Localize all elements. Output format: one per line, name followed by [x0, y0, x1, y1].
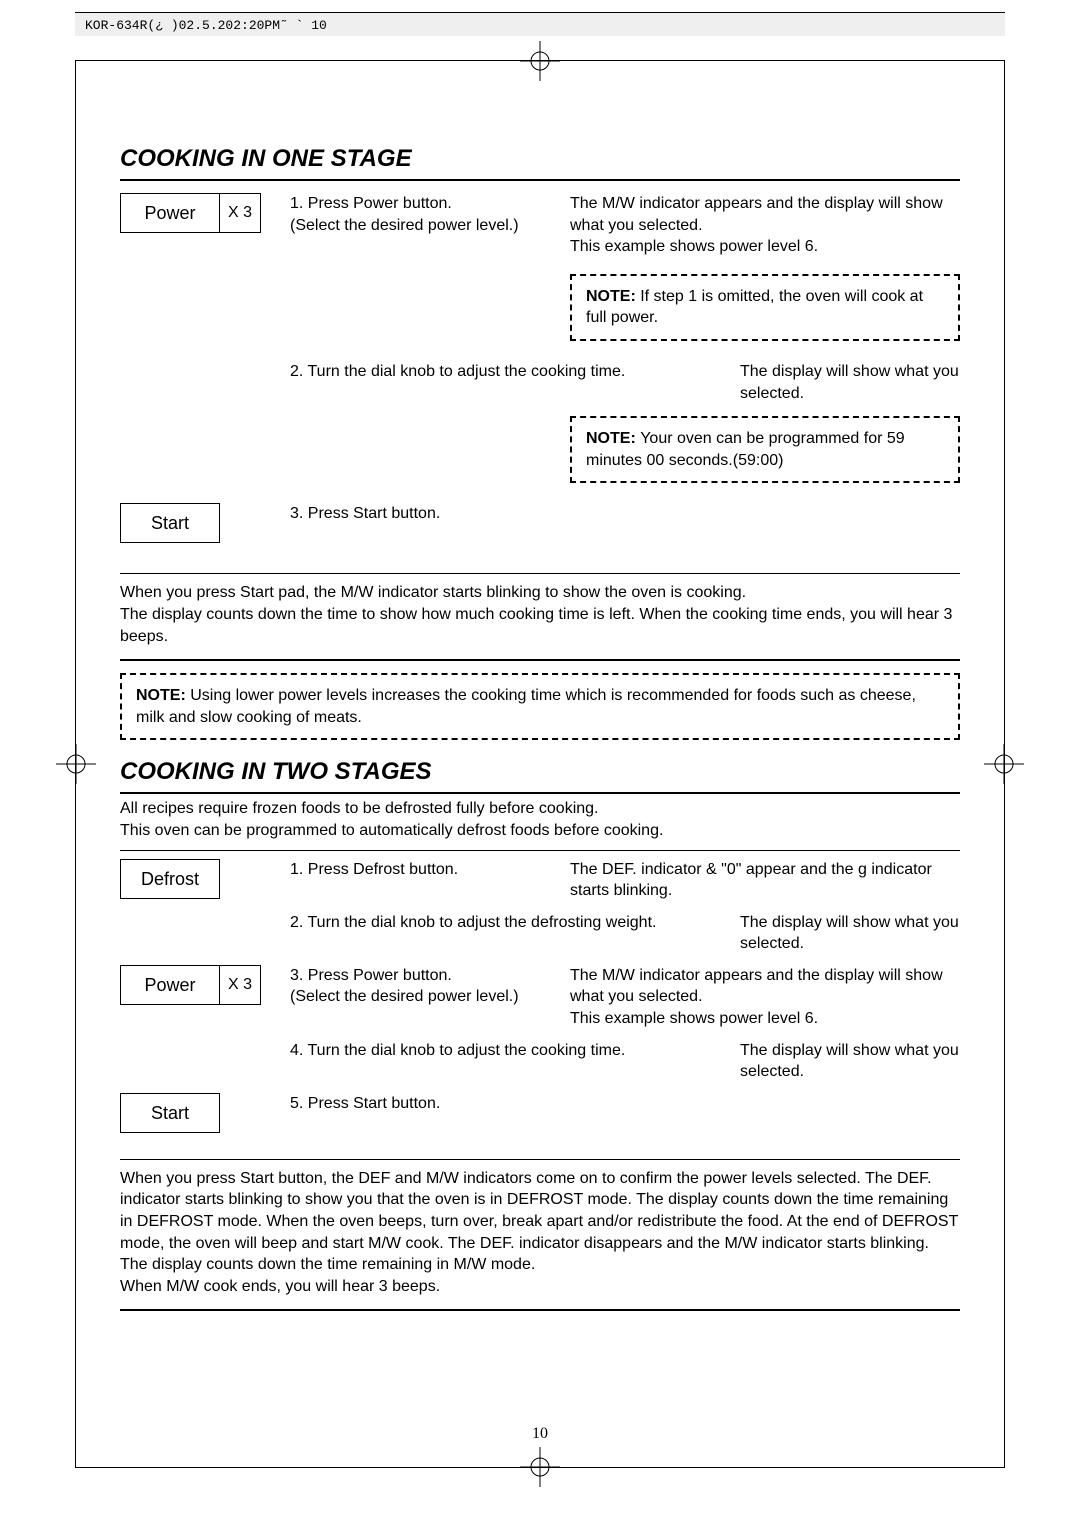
- defrost-button-label: Defrost: [120, 859, 220, 899]
- page-number: 10: [532, 1425, 548, 1443]
- note-box: NOTE: Your oven can be programmed for 59…: [570, 416, 960, 483]
- divider: [120, 179, 960, 181]
- note-label: NOTE:: [586, 288, 640, 305]
- power-button-x3: X 3: [220, 965, 261, 1005]
- note-label: NOTE:: [586, 430, 640, 447]
- s2-step4-result: The display will show what you selected.: [740, 1040, 960, 1083]
- s2-step1: Defrost 1. Press Defrost button. The DEF…: [120, 859, 960, 902]
- s1-step2: 2. Turn the dial knob to adjust the cook…: [120, 361, 960, 404]
- s2-step2-instruction: 2. Turn the dial knob to adjust the defr…: [290, 912, 740, 934]
- s1-note1-row: NOTE: If step 1 is omitted, the oven wil…: [120, 268, 960, 351]
- note-label: NOTE:: [136, 687, 190, 704]
- s2-step5: Start 5. Press Start button.: [120, 1093, 960, 1133]
- s1-note2-row: NOTE: Your oven can be programmed for 59…: [120, 410, 960, 493]
- divider: [120, 850, 960, 851]
- note-box: NOTE: If step 1 is omitted, the oven wil…: [570, 274, 960, 341]
- divider: [120, 573, 960, 574]
- note-text: Using lower power levels increases the c…: [136, 687, 916, 726]
- crop-mark-left-icon: [56, 744, 96, 784]
- start-button-label: Start: [120, 1093, 220, 1133]
- crop-mark-right-icon: [984, 744, 1024, 784]
- divider: [120, 792, 960, 794]
- s1-step2-instruction: 2. Turn the dial knob to adjust the cook…: [290, 361, 740, 383]
- s2-step4: 4. Turn the dial knob to adjust the cook…: [120, 1040, 960, 1083]
- s1-step2-result: The display will show what you selected.: [740, 361, 960, 404]
- divider: [120, 1309, 960, 1311]
- print-header: KOR-634R(¿ )02.5.202:20PM˜ ` 10: [75, 12, 1005, 36]
- defrost-button: Defrost: [120, 859, 220, 899]
- s1-step1: Power X 3 1. Press Power button.(Select …: [120, 193, 960, 258]
- section1-title: COOKING IN ONE STAGE: [120, 145, 960, 173]
- s2-step1-instruction: 1. Press Defrost button.: [290, 859, 570, 881]
- power-button: Power X 3: [120, 193, 261, 233]
- power-button: Power X 3: [120, 965, 261, 1005]
- start-button: Start: [120, 503, 220, 543]
- s2-step4-instruction: 4. Turn the dial knob to adjust the cook…: [290, 1040, 740, 1062]
- s2-after-text: When you press Start button, the DEF and…: [120, 1168, 960, 1298]
- s1-step1-result: The M/W indicator appears and the displa…: [570, 193, 960, 258]
- crop-mark-top-icon: [520, 41, 560, 81]
- s2-step2-result: The display will show what you selected.: [740, 912, 960, 955]
- header-text: KOR-634R(¿ )02.5.202:20PM˜ ` 10: [85, 18, 327, 33]
- power-button-label: Power: [120, 193, 220, 233]
- s1-step1-instruction: 1. Press Power button.(Select the desire…: [290, 193, 570, 236]
- note-box: NOTE: Using lower power levels increases…: [120, 673, 960, 740]
- page-content: COOKING IN ONE STAGE Power X 3 1. Press …: [120, 145, 960, 1323]
- start-button-label: Start: [120, 503, 220, 543]
- s2-step3: Power X 3 3. Press Power button.(Select …: [120, 965, 960, 1030]
- start-button: Start: [120, 1093, 220, 1133]
- s2-step3-result: The M/W indicator appears and the displa…: [570, 965, 960, 1030]
- s2-step5-instruction: 5. Press Start button.: [290, 1093, 570, 1115]
- s1-step3-instruction: 3. Press Start button.: [290, 503, 570, 525]
- s1-step3: Start 3. Press Start button.: [120, 503, 960, 543]
- crop-mark-bottom-icon: [520, 1447, 560, 1487]
- power-button-label: Power: [120, 965, 220, 1005]
- s2-step1-result: The DEF. indicator & "0" appear and the …: [570, 859, 960, 902]
- divider: [120, 659, 960, 661]
- s1-after-text: When you press Start pad, the M/W indica…: [120, 582, 960, 647]
- manual-page: KOR-634R(¿ )02.5.202:20PM˜ ` 10 COOKING …: [0, 0, 1080, 1528]
- s2-intro: All recipes require frozen foods to be d…: [120, 798, 960, 841]
- s2-step2: 2. Turn the dial knob to adjust the defr…: [120, 912, 960, 955]
- divider: [120, 1159, 960, 1160]
- power-button-x3: X 3: [220, 193, 261, 233]
- section2-title: COOKING IN TWO STAGES: [120, 758, 960, 786]
- s2-step3-instruction: 3. Press Power button.(Select the desire…: [290, 965, 570, 1008]
